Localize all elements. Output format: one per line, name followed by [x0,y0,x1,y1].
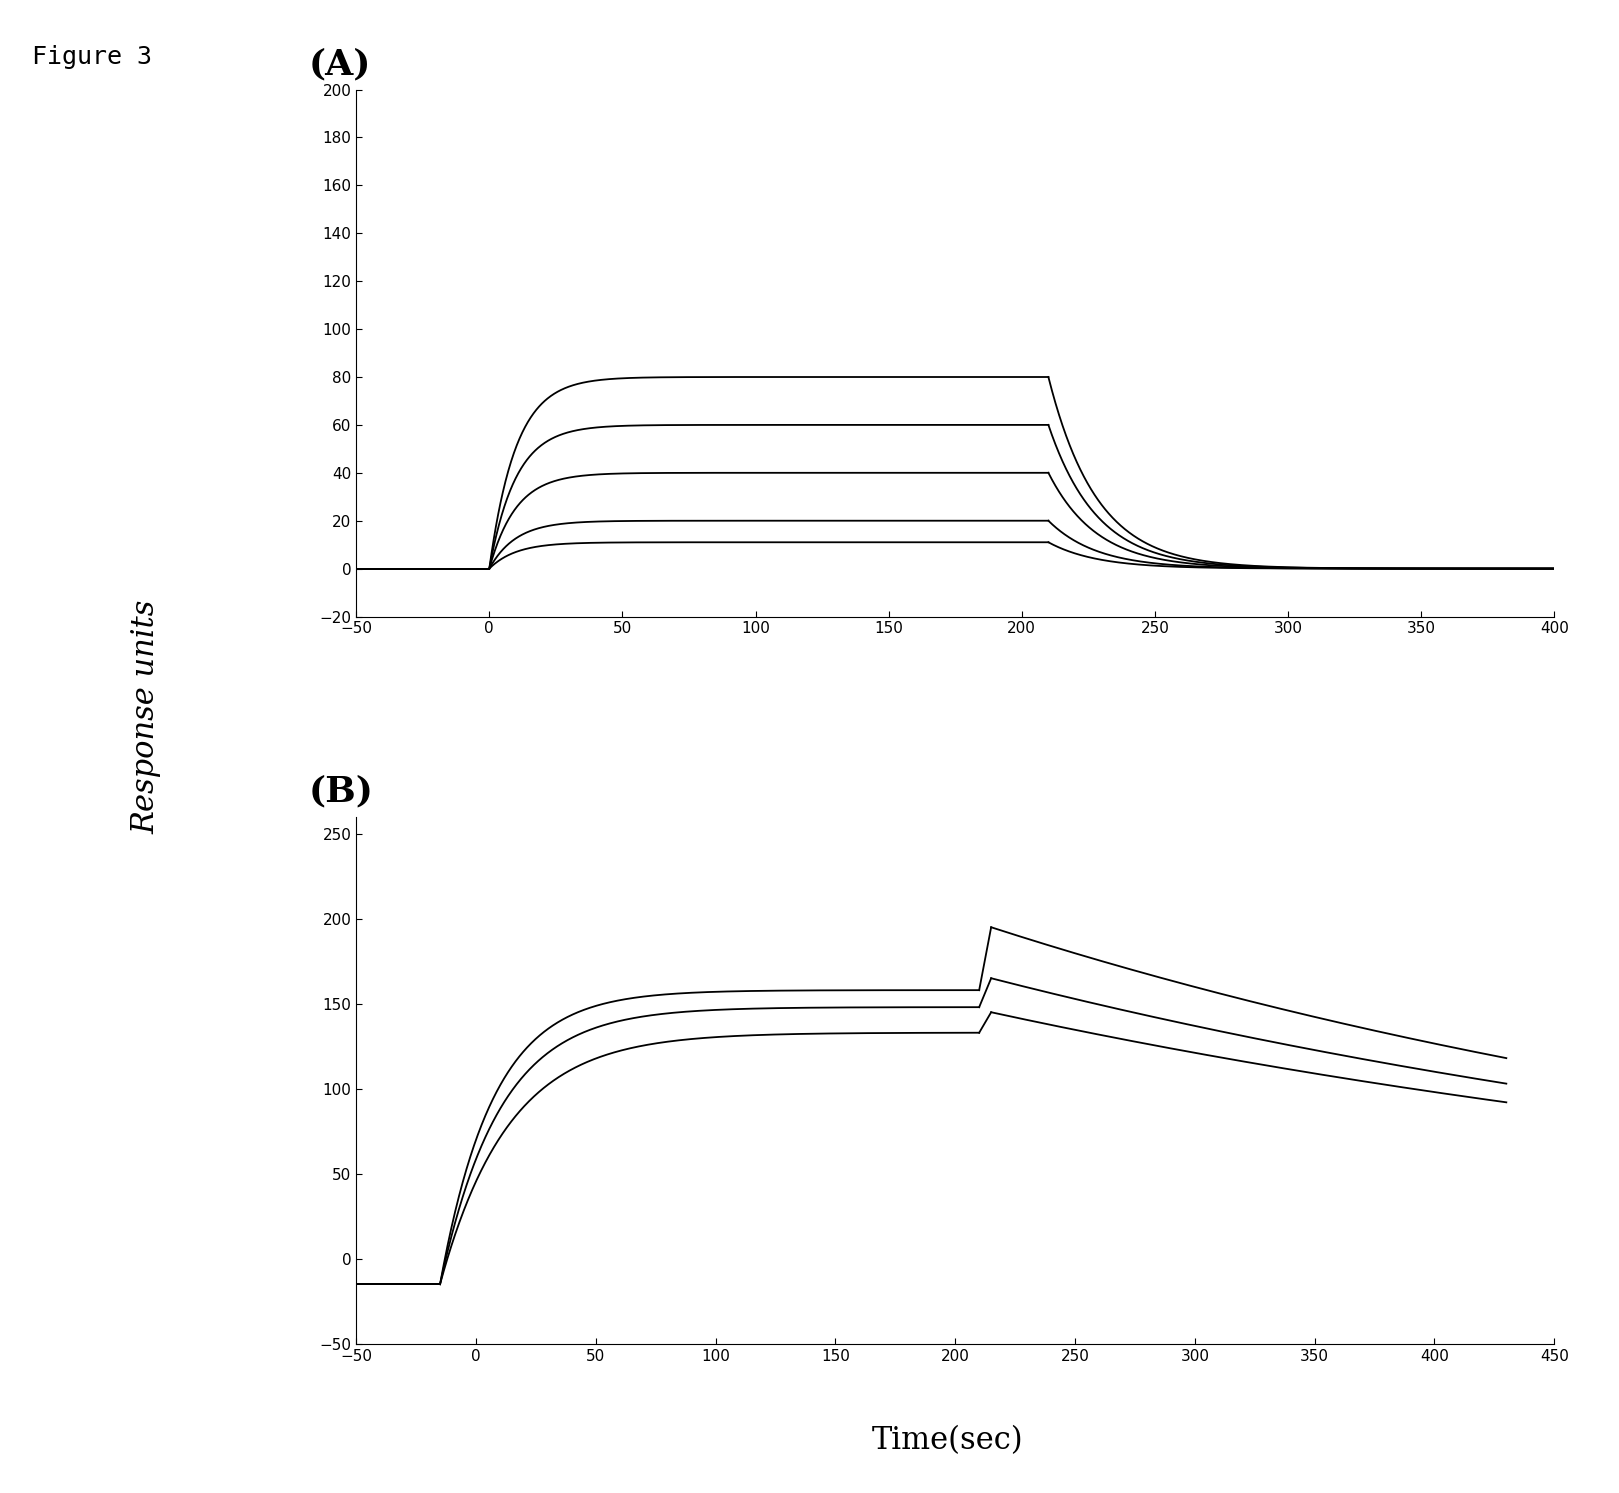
Text: Response units: Response units [130,600,162,833]
Text: (A): (A) [308,48,371,82]
Text: (B): (B) [308,775,374,809]
Text: Figure 3: Figure 3 [32,45,152,69]
Text: Time(sec): Time(sec) [871,1424,1023,1456]
